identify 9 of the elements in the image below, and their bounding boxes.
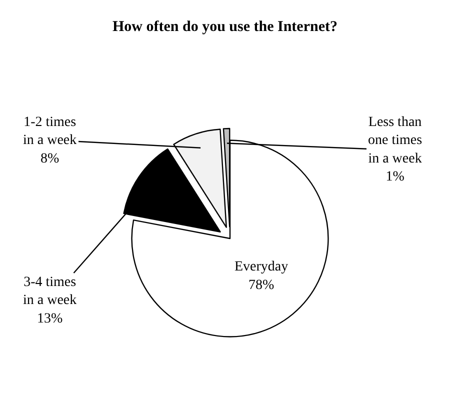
slice-label: Less than one times in a week [368,115,422,166]
slice-label: 3-4 times in a week [23,275,77,308]
data-label: 13% [36,311,63,326]
slice-label: 1-2 times in a week [23,115,77,148]
data-label: 1% [386,170,405,185]
data-label: 8% [40,151,60,166]
slice-label: Everyday [234,260,288,275]
data-label: 78% [248,278,274,293]
chart-title: How often do you use the Internet? [112,18,338,35]
